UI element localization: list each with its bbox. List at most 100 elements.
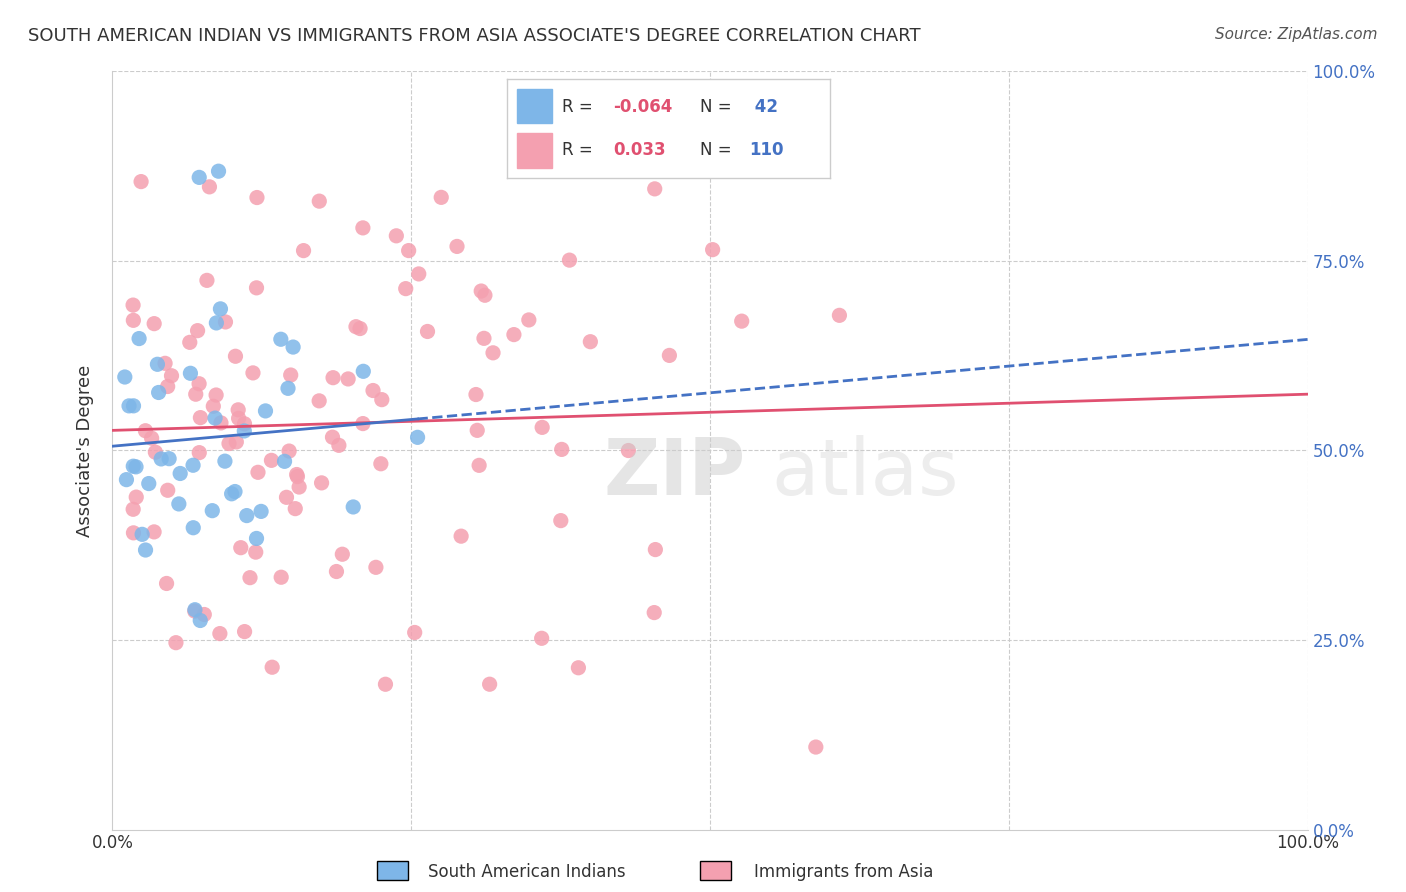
Point — [374, 677, 396, 691]
Point — [205, 316, 228, 330]
Point — [143, 317, 166, 331]
Point — [531, 420, 554, 434]
Point — [292, 244, 315, 258]
Point — [228, 411, 250, 425]
Point — [270, 332, 292, 346]
Point — [321, 430, 343, 444]
Point — [468, 458, 491, 473]
Point — [246, 466, 269, 480]
Point — [122, 502, 145, 516]
Point — [209, 301, 232, 316]
Point — [150, 451, 173, 466]
Point — [188, 376, 211, 391]
Point — [204, 411, 226, 425]
Point — [262, 660, 284, 674]
Point — [385, 228, 408, 243]
Point — [361, 384, 384, 398]
Point — [478, 677, 501, 691]
Point — [260, 453, 283, 467]
Point — [370, 457, 392, 471]
Point — [404, 625, 426, 640]
Point — [277, 381, 299, 395]
Point — [156, 483, 179, 498]
Point — [311, 475, 333, 490]
Point — [828, 309, 851, 323]
Point — [398, 244, 420, 258]
Point — [209, 416, 232, 430]
Point — [229, 541, 252, 555]
Point — [122, 313, 145, 327]
Point — [141, 431, 163, 445]
Point — [278, 444, 301, 458]
Point — [208, 626, 231, 640]
Point — [224, 349, 246, 363]
Point — [503, 327, 526, 342]
Point — [308, 194, 330, 209]
Point — [129, 175, 152, 189]
Point — [551, 442, 574, 457]
Point — [224, 484, 246, 499]
Point — [125, 490, 148, 504]
Point — [165, 635, 187, 649]
Point — [530, 632, 553, 646]
Point — [169, 467, 191, 481]
Point — [408, 267, 430, 281]
Point — [153, 356, 176, 370]
Point — [280, 368, 302, 382]
Point — [184, 387, 207, 401]
Point — [644, 182, 666, 196]
Point — [188, 445, 211, 459]
Point — [550, 514, 572, 528]
Point — [115, 473, 138, 487]
Text: ZIP: ZIP — [603, 435, 745, 511]
Point — [276, 491, 298, 505]
Point — [330, 547, 353, 561]
Point — [308, 393, 330, 408]
Point — [281, 340, 304, 354]
Point — [233, 417, 256, 431]
Point — [167, 497, 190, 511]
Point — [131, 527, 153, 541]
Point — [188, 614, 211, 628]
Point — [193, 607, 215, 622]
Point — [731, 314, 754, 328]
Text: South American Indians: South American Indians — [429, 863, 626, 881]
Point — [143, 524, 166, 539]
Point — [187, 324, 209, 338]
Point — [122, 459, 145, 474]
Point — [579, 334, 602, 349]
Point — [184, 603, 207, 617]
Point — [122, 298, 145, 312]
Point — [218, 436, 240, 450]
Point — [181, 458, 204, 473]
Point — [225, 434, 247, 449]
Point — [134, 424, 156, 438]
Point — [416, 325, 439, 339]
Point — [122, 525, 145, 540]
Point — [288, 480, 311, 494]
Point — [135, 543, 157, 558]
Point — [221, 487, 243, 501]
Point — [285, 467, 308, 482]
Point — [179, 366, 201, 380]
Point — [214, 454, 236, 468]
Point — [322, 370, 344, 384]
Point — [242, 366, 264, 380]
Point — [465, 387, 488, 401]
Point — [205, 388, 228, 402]
Point — [287, 469, 309, 483]
Point — [352, 220, 374, 235]
Text: Immigrants from Asia: Immigrants from Asia — [754, 863, 934, 881]
Point — [245, 545, 267, 559]
Text: SOUTH AMERICAN INDIAN VS IMMIGRANTS FROM ASIA ASSOCIATE'S DEGREE CORRELATION CHA: SOUTH AMERICAN INDIAN VS IMMIGRANTS FROM… — [28, 27, 921, 45]
Point — [482, 346, 505, 360]
Point — [122, 399, 145, 413]
Point — [138, 476, 160, 491]
Point — [395, 282, 418, 296]
Point — [125, 459, 148, 474]
Point — [146, 357, 169, 371]
Point — [145, 445, 167, 459]
Point — [517, 313, 540, 327]
Point — [567, 661, 589, 675]
Point — [202, 399, 225, 413]
